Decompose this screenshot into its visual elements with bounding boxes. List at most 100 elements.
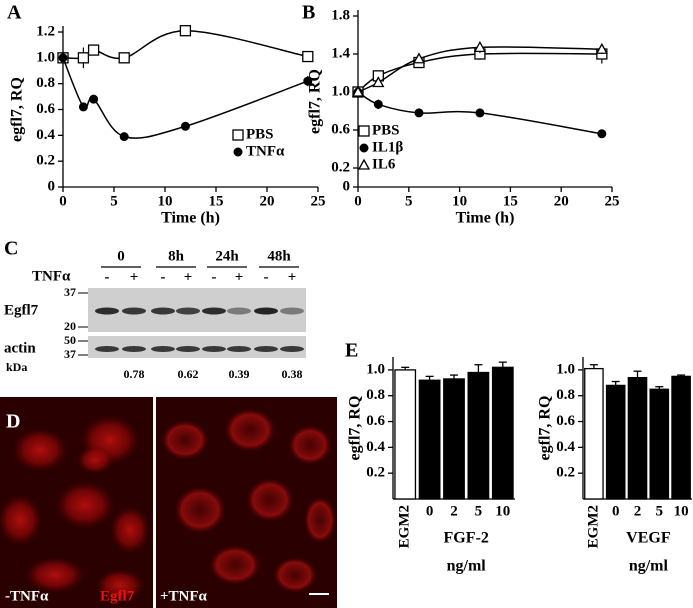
x-tick-label: 5	[656, 503, 664, 519]
y-tick-label: 0.6	[36, 101, 55, 117]
x-tick-label: 20	[554, 193, 569, 209]
bar	[443, 378, 465, 500]
timepoint: 24h	[215, 248, 239, 264]
y-tick-label: 0.6	[366, 413, 385, 429]
band	[122, 307, 146, 315]
row-label: actin	[4, 340, 36, 356]
x-axis-label: Time (h)	[161, 210, 220, 227]
x-tick-label: 0	[354, 193, 362, 209]
x-axis-unit: ng/ml	[447, 558, 487, 575]
marker	[179, 25, 192, 37]
bar	[584, 367, 604, 500]
sign: -	[161, 269, 166, 285]
x-tick-label: 20	[260, 193, 275, 209]
x-tick-label: 0	[426, 503, 434, 519]
marker	[302, 50, 314, 63]
y-tick-label: 1.0	[331, 83, 350, 99]
bar	[418, 379, 441, 500]
marker: 20	[64, 319, 76, 333]
legend-marker	[232, 129, 244, 141]
western-blot	[88, 288, 306, 358]
y-tick-label: 0.4	[556, 439, 575, 455]
y-tick-label: 1.4	[331, 45, 350, 61]
cell	[246, 478, 294, 522]
x-tick-label: EGM2	[397, 505, 413, 548]
legend-marker	[358, 125, 370, 137]
marker	[77, 52, 90, 64]
cell	[273, 557, 317, 593]
ratio: 0.78	[124, 367, 145, 381]
x-axis-label: VEGF	[626, 530, 671, 547]
fit-curve	[357, 46, 602, 93]
bar	[394, 369, 417, 500]
y-tick-label: 0.6	[331, 121, 350, 137]
marker: 37	[64, 285, 76, 299]
panel-label: C	[4, 238, 18, 260]
legend-marker	[359, 143, 369, 153]
unit: kDa	[6, 360, 27, 374]
cell	[77, 446, 113, 474]
band	[280, 307, 304, 315]
y-tick-label: 1.0	[366, 361, 385, 377]
band	[176, 307, 200, 315]
marker	[473, 41, 487, 52]
marker	[89, 94, 99, 104]
cell	[25, 557, 85, 593]
bar	[671, 375, 691, 500]
band	[254, 307, 278, 315]
y-tick-label: 1.0	[36, 49, 55, 65]
panel-label: B	[302, 2, 315, 24]
bar	[467, 371, 490, 500]
cell	[304, 496, 336, 544]
cell	[288, 425, 332, 465]
cell	[209, 545, 261, 585]
sign: +	[288, 269, 297, 285]
band	[202, 307, 226, 315]
legend-label: IL6	[372, 156, 396, 172]
marker	[475, 108, 485, 118]
y-tick-label: 0.8	[556, 387, 575, 403]
marker	[118, 52, 130, 64]
x-axis-label: FGF-2	[444, 530, 489, 547]
band	[202, 346, 226, 352]
row-label: Egfl7	[4, 302, 39, 318]
marker	[87, 44, 100, 56]
y-axis-label: egfl7, RQ	[307, 69, 324, 134]
y-tick-label: 0	[48, 178, 56, 194]
panel-label: D	[6, 411, 20, 433]
left-label: -TNFα	[5, 588, 49, 604]
marker	[597, 129, 607, 139]
band	[254, 346, 278, 352]
bar	[627, 377, 648, 500]
sign: -	[212, 269, 217, 285]
marker	[372, 76, 385, 88]
marker	[351, 85, 365, 97]
legend-marker	[357, 158, 371, 170]
x-tick-label: 15	[503, 193, 518, 209]
bar	[649, 388, 670, 500]
y-tick-label: 0	[343, 178, 351, 194]
marker	[595, 42, 608, 54]
fit-curve	[357, 91, 602, 135]
bar	[605, 384, 626, 500]
timepoint: 0	[117, 248, 125, 264]
x-tick-label: 2	[634, 503, 642, 519]
marker	[414, 108, 424, 118]
y-tick-label: 0.6	[556, 413, 575, 429]
cell	[55, 481, 115, 529]
stain-label: Egfl7	[100, 588, 135, 604]
cell	[174, 486, 226, 534]
y-axis-label: egfl7, RQ	[9, 77, 26, 142]
x-tick-label: 5	[475, 503, 483, 519]
band	[151, 346, 175, 352]
y-tick-label: 1.8	[331, 7, 350, 23]
timepoint: 48h	[267, 248, 291, 264]
marker	[78, 102, 88, 112]
band	[176, 346, 200, 352]
treatment: TNFα	[32, 268, 71, 284]
legend-label: TNFα	[246, 143, 285, 159]
marker	[58, 53, 68, 63]
x-tick-label: 10	[674, 503, 689, 519]
band	[151, 307, 175, 315]
